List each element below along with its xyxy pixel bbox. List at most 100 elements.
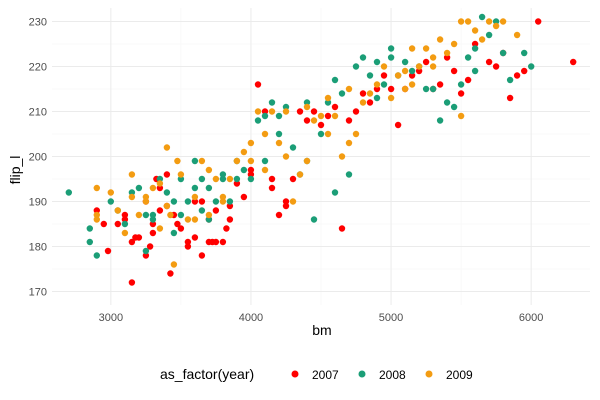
data-point [338, 225, 346, 232]
data-point [521, 67, 528, 75]
series-2008 [65, 13, 535, 259]
data-point [345, 171, 353, 178]
data-point [219, 175, 227, 183]
data-point [401, 67, 409, 75]
data-point [142, 247, 150, 255]
data-point [310, 108, 318, 115]
data-point [247, 139, 255, 147]
ticks-layer: 3000 4000 5000 6000 170 180 190 200 210 220 230 [29, 17, 544, 325]
data-point [93, 216, 101, 223]
data-point [570, 58, 577, 66]
data-point [464, 18, 472, 25]
data-point [198, 252, 206, 259]
data-point [128, 171, 136, 178]
data-point [146, 243, 154, 250]
data-point [492, 63, 500, 70]
data-point [408, 67, 416, 75]
data-point [528, 63, 535, 70]
data-point [93, 207, 101, 214]
data-point [205, 211, 213, 219]
data-point [303, 117, 311, 124]
data-point [114, 220, 122, 228]
data-point [387, 85, 395, 93]
data-point [296, 171, 304, 178]
data-point [408, 72, 416, 79]
data-point [121, 211, 129, 219]
data-point [128, 279, 136, 286]
data-point [191, 198, 199, 205]
x-axis-title: bm [312, 322, 331, 338]
data-point [240, 166, 248, 174]
data-point [275, 130, 283, 138]
data-point [167, 270, 174, 277]
data-point [436, 117, 444, 124]
data-point [535, 18, 542, 25]
legend-label-2007: 2007 [312, 368, 339, 382]
data-point [345, 139, 353, 147]
data-point [156, 180, 164, 187]
data-point [233, 157, 241, 165]
x-tick-label: 6000 [519, 312, 543, 324]
data-point [338, 90, 346, 97]
data-point [268, 108, 276, 115]
data-point [457, 18, 465, 25]
data-point [219, 238, 227, 246]
data-point [114, 207, 122, 214]
data-point [212, 175, 220, 183]
data-point [128, 193, 136, 201]
data-point [268, 184, 276, 192]
data-point [149, 216, 157, 223]
data-point [303, 103, 311, 111]
data-point [167, 211, 174, 219]
data-point [366, 90, 374, 97]
data-point [212, 198, 220, 205]
data-point [457, 112, 465, 120]
data-point [177, 225, 185, 232]
y-tick-label: 210 [29, 107, 47, 119]
data-point [254, 108, 262, 115]
y-tick-label: 180 [29, 242, 47, 254]
data-point [142, 198, 150, 205]
data-point [156, 175, 164, 183]
data-point [104, 247, 112, 255]
data-point [282, 202, 290, 210]
data-point [174, 157, 181, 165]
data-point [408, 45, 416, 52]
data-point [471, 67, 479, 75]
data-point [163, 189, 171, 196]
data-point [443, 99, 451, 106]
data-point [177, 171, 185, 178]
data-point [254, 117, 262, 124]
data-point [394, 72, 402, 79]
data-point [156, 207, 164, 214]
data-point [303, 157, 311, 165]
data-point [275, 112, 283, 120]
data-point [366, 72, 374, 79]
data-point [233, 175, 241, 183]
data-point [289, 175, 297, 183]
data-point [184, 216, 192, 223]
data-point [373, 81, 381, 88]
data-point [198, 175, 206, 183]
data-point [317, 112, 325, 120]
data-point [93, 184, 101, 192]
data-point [450, 67, 458, 75]
data-point [170, 261, 178, 268]
data-point [223, 225, 230, 232]
data-point [401, 85, 409, 93]
data-point [471, 45, 479, 52]
data-point [317, 130, 325, 138]
data-point [471, 27, 479, 34]
data-point [443, 49, 451, 57]
data-point [247, 157, 255, 165]
data-point [310, 117, 318, 124]
data-point [128, 238, 136, 246]
data-point [149, 220, 157, 228]
data-point [184, 243, 192, 250]
data-point [380, 72, 388, 79]
data-point [261, 166, 269, 174]
data-point [226, 175, 234, 183]
data-point [135, 234, 143, 241]
data-point [219, 171, 227, 178]
y-tick-label: 200 [29, 152, 47, 164]
